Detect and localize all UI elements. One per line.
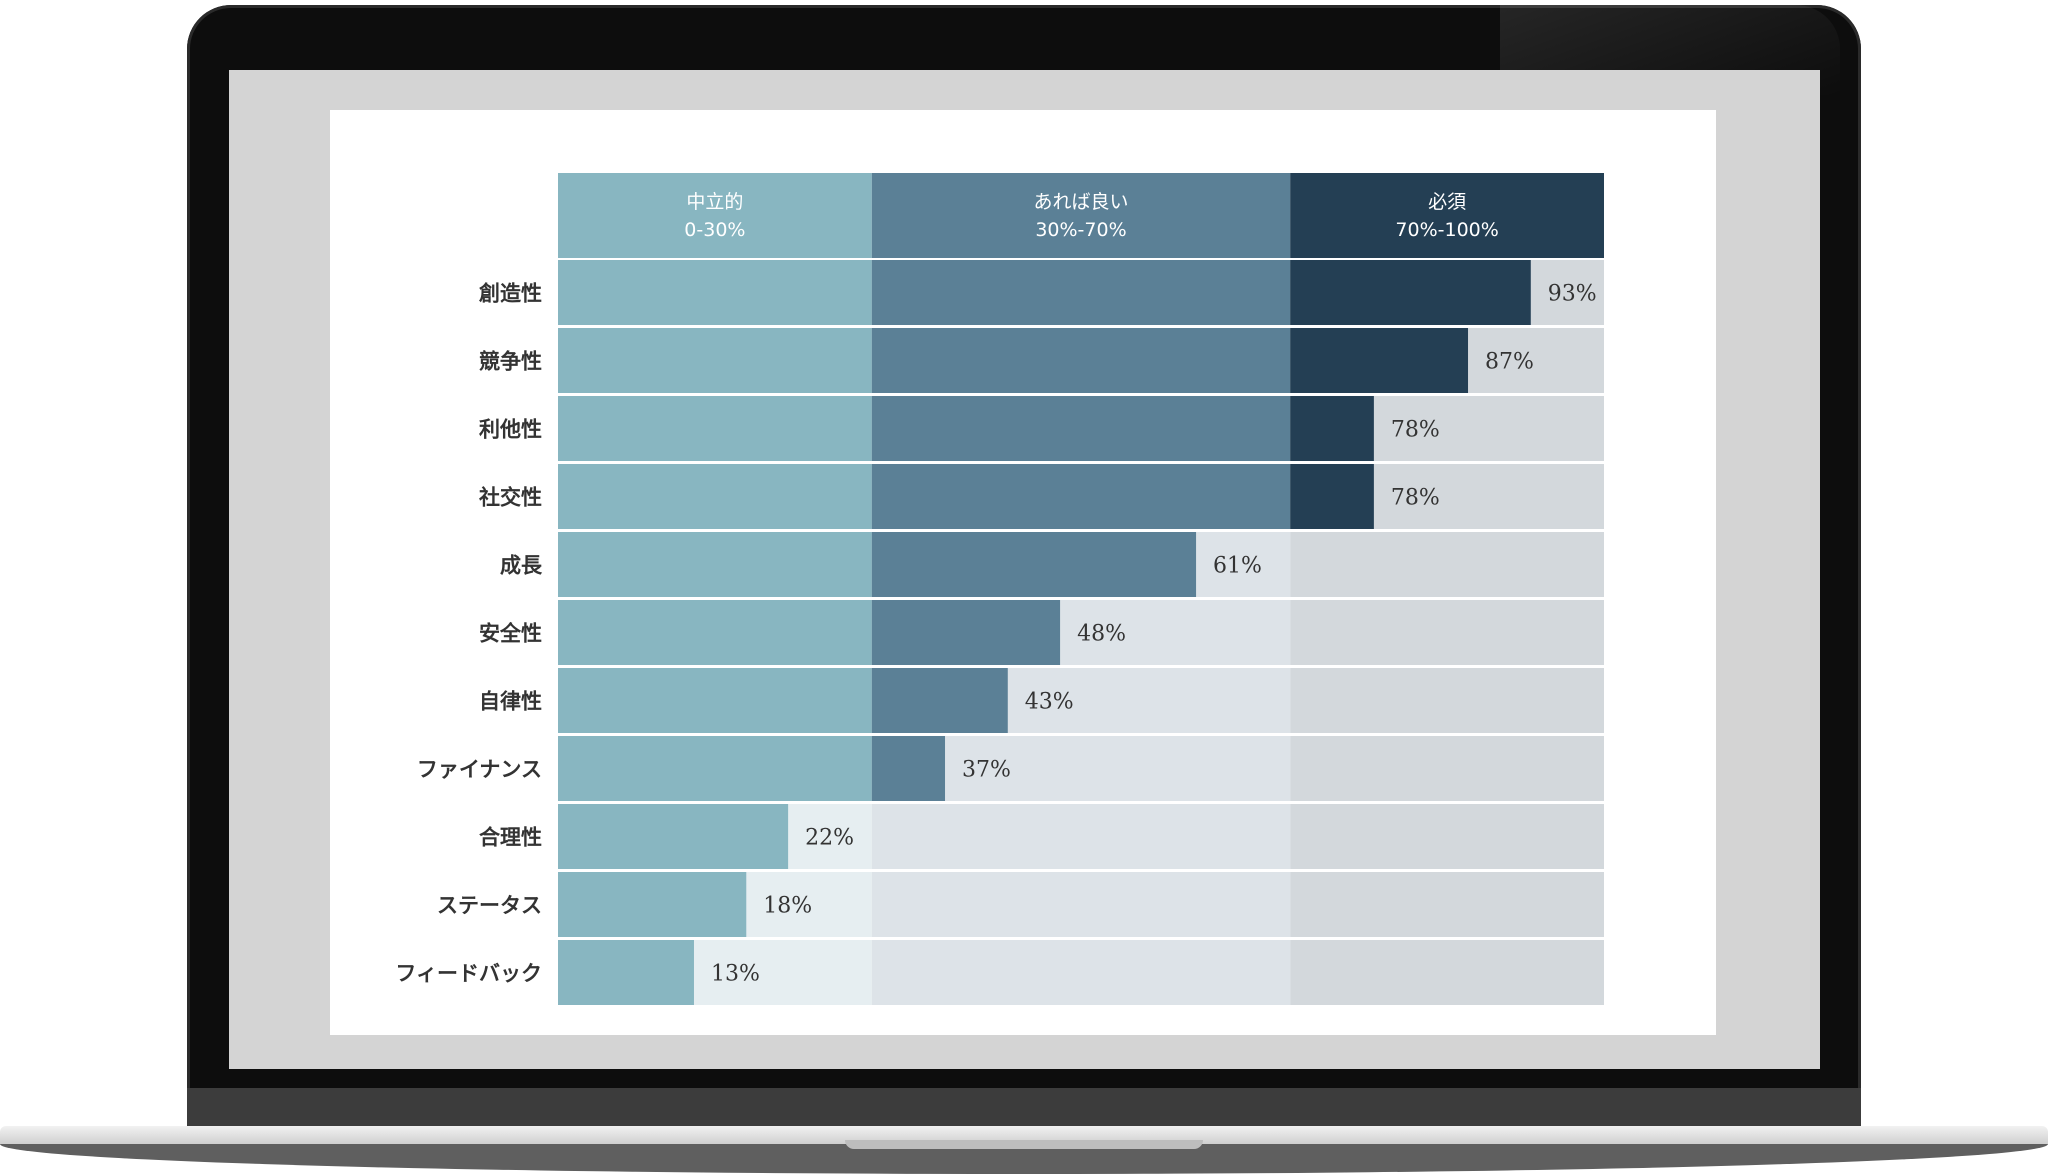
bar-segment-0-1 [871,260,1291,325]
value-label-10: 13% [711,962,760,987]
bar-segment-6-1 [871,668,1008,733]
band-name-0: 中立的 [686,191,743,213]
band-range-1: 30%-70% [1035,219,1126,241]
bar-segment-1-2 [1290,328,1469,393]
value-label-9: 18% [763,894,812,919]
category-label-7: ファイナンス [417,758,542,782]
category-label-1: 競争性 [479,350,542,374]
category-label-2: 利他性 [479,418,542,442]
band-range-2: 70%-100% [1395,219,1498,241]
bar-segment-2-1 [871,396,1291,461]
band-header-1 [871,173,1291,258]
bar-segment-2-0 [558,396,872,461]
row-track-10-2 [1290,940,1604,1005]
bar-segment-7-0 [558,736,872,801]
value-label-3: 78% [1391,486,1440,511]
bar-segment-3-0 [558,464,872,529]
bar-segment-6-0 [558,668,872,733]
row-track-6-2 [1290,668,1604,733]
value-label-4: 61% [1213,554,1262,579]
bar-segment-0-2 [1290,260,1531,325]
bar-segment-7-1 [871,736,946,801]
value-label-7: 37% [962,758,1011,783]
category-label-8: 合理性 [479,826,542,850]
bar-segment-0-0 [558,260,872,325]
band-header-0 [558,173,872,258]
row-track-7-2 [1290,736,1604,801]
category-label-0: 創造性 [479,282,542,306]
category-label-10: フィードバック [395,962,542,986]
category-label-4: 成長 [500,554,543,578]
bar-segment-2-2 [1290,396,1374,461]
category-label-3: 社交性 [478,486,542,510]
value-label-1: 87% [1485,350,1534,375]
bar-segment-8-0 [558,804,789,869]
row-track-8-1 [871,804,1291,869]
bar-segment-9-0 [558,872,747,937]
bar-segment-3-1 [871,464,1291,529]
bar-segment-4-0 [558,532,872,597]
value-label-0: 93% [1548,282,1597,307]
band-range-0: 0-30% [684,219,745,241]
value-label-8: 22% [805,826,854,851]
band-header-2 [1290,173,1604,258]
bar-segment-3-2 [1290,464,1374,529]
value-label-5: 48% [1077,622,1126,647]
row-track-8-2 [1290,804,1604,869]
laptop-base-top [0,1126,2048,1144]
laptop-notch [845,1140,1203,1149]
row-track-10-1 [871,940,1291,1005]
bar-segment-5-0 [558,600,872,665]
laptop-hinge [187,1088,1861,1126]
band-name-1: あれば良い [1033,191,1128,213]
row-track-9-2 [1290,872,1604,937]
bar-segment-5-1 [871,600,1061,665]
bar-segment-4-1 [871,532,1197,597]
category-label-5: 安全性 [479,622,542,646]
bar-segment-10-0 [558,940,694,1005]
bar-segment-1-0 [558,328,872,393]
category-label-9: ステータス [437,894,542,918]
category-label-6: 自律性 [479,690,542,714]
band-name-2: 必須 [1428,191,1466,213]
row-track-5-2 [1290,600,1604,665]
row-track-9-1 [871,872,1291,937]
bar-segment-1-1 [871,328,1291,393]
row-track-4-2 [1290,532,1604,597]
value-label-2: 78% [1391,418,1440,443]
value-label-6: 43% [1025,690,1074,715]
